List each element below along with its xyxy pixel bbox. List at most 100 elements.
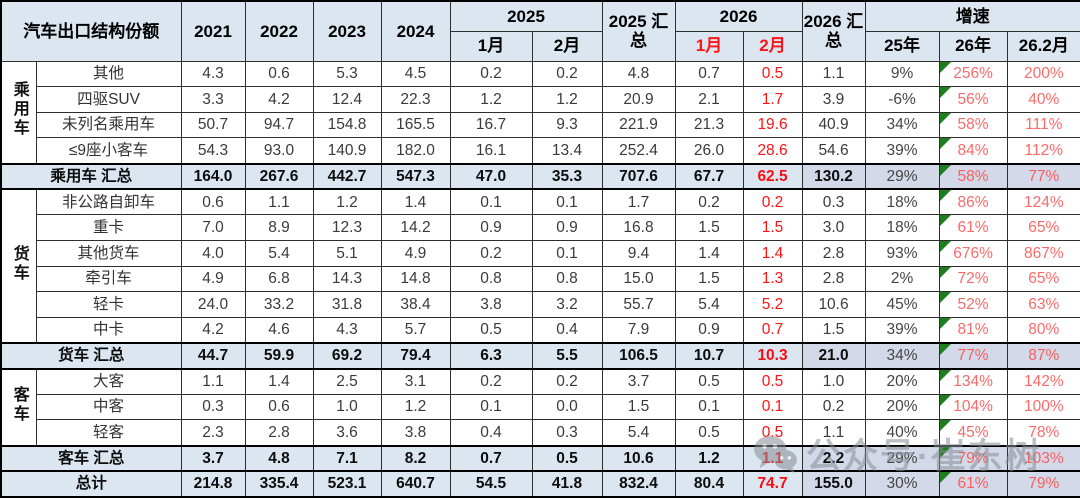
value-cell: 40.9 (801, 111, 866, 139)
value-cell: 20% (864, 368, 940, 395)
value-cell: 8.2 (380, 444, 451, 473)
green-corner-icon (940, 190, 951, 202)
summary-row: 客车 汇总 3.7 4.8 7.1 8.2 0.7 0.5 10.6 1.2 1.1 2.2 29% 7… (0, 444, 1080, 473)
value-cell: 81% (938, 316, 1008, 344)
value-cell: 3.3 (180, 86, 246, 113)
value-cell: 142% (1006, 368, 1080, 395)
value-cell: 7.1 (312, 444, 382, 473)
value-cell: 0.1 (742, 393, 803, 421)
green-corner-icon (940, 165, 951, 176)
value-cell: 0.3 (801, 188, 866, 216)
value-cell: 1.5 (742, 214, 803, 241)
value-cell: 2.1 (674, 86, 744, 113)
green-corner-icon (940, 420, 951, 432)
table-row: 轻客 2.3 2.8 3.6 3.8 0.4 0.3 5.4 0.5 0.5 1.1 40% 45% 78… (1, 419, 1080, 447)
value-cell: 5.4 (601, 419, 676, 447)
value-cell: 4.3 (312, 316, 382, 344)
green-corner-icon (940, 473, 951, 484)
col-header-2025-feb: 2月 (531, 30, 603, 62)
value-cell: 5.7 (380, 316, 451, 344)
value-cell: 5.3 (312, 60, 382, 88)
value-cell: 44.7 (180, 342, 246, 370)
value-cell: 442.7 (312, 162, 382, 191)
value-cell: 7.0 (180, 214, 246, 241)
value-cell: 4.6 (244, 316, 314, 344)
value-cell: 80% (1006, 316, 1080, 344)
value-cell: 1.5 (601, 393, 676, 421)
value-cell: 112% (1006, 137, 1080, 165)
category-cell: 未列名乘用车 (35, 111, 182, 139)
value-cell: 867% (1006, 239, 1080, 267)
value-cell: 0.2 (531, 368, 603, 395)
value-cell: 10.7 (674, 342, 744, 370)
value-cell: 9.4 (601, 239, 676, 267)
value-cell: 0.2 (674, 188, 744, 216)
value-cell: 3.8 (449, 291, 533, 318)
value-cell: 14.2 (380, 214, 451, 241)
value-cell: 1.7 (601, 188, 676, 216)
value-cell: 4.0 (180, 239, 246, 267)
value-cell: 58% (938, 162, 1008, 191)
grand-total-label: 总计 (0, 470, 182, 498)
value-cell: 0.2 (449, 239, 533, 267)
value-cell: 26.0 (674, 137, 744, 165)
green-corner-icon (940, 215, 951, 227)
table-row: 客车 大客 1.1 1.4 2.5 3.1 0.2 0.2 3.7 0.5 0.5 1.0 20% 134… (0, 368, 1080, 447)
table-row: 轻卡 24.0 33.2 31.8 38.4 3.8 3.2 55.7 5.4 5.2 10.6 45… (1, 291, 1080, 318)
value-cell: 0.2 (801, 393, 866, 421)
value-cell: 4.2 (180, 316, 246, 344)
value-cell: 9% (864, 60, 940, 88)
table-row: ≤9座小客车 54.3 93.0 140.9 182.0 16.1 13.4 252.4 26.… (1, 137, 1080, 165)
value-cell: 1.2 (674, 444, 744, 473)
value-cell: 8.9 (244, 214, 314, 241)
value-cell: 3.6 (312, 419, 382, 447)
value-cell: 31.8 (312, 291, 382, 318)
value-cell: 45% (938, 419, 1008, 447)
value-cell: 39% (864, 137, 940, 165)
value-cell: 155.0 (801, 470, 866, 498)
value-cell: 61% (938, 214, 1008, 241)
value-cell: 94.7 (244, 111, 314, 139)
value-cell: 69.2 (312, 342, 382, 370)
group-label-text: 货车 (10, 244, 28, 283)
value-cell: 182.0 (380, 137, 451, 165)
table-header: 汽车出口结构份额 2021 2022 2023 2024 2025 2025 汇… (0, 0, 1080, 62)
value-cell: 0.5 (531, 444, 603, 473)
value-cell: 4.8 (601, 60, 676, 88)
green-corner-icon (940, 267, 951, 278)
value-cell: 1.2 (380, 393, 451, 421)
value-cell: 79.4 (380, 342, 451, 370)
value-cell: 1.3 (742, 265, 803, 293)
value-cell: 0.6 (244, 60, 314, 88)
value-cell: 1.2 (312, 188, 382, 216)
value-cell: 9.3 (531, 111, 603, 139)
value-cell: 2% (864, 265, 940, 293)
value-cell: 19.6 (742, 111, 803, 139)
col-header-growth-25: 25年 (864, 30, 940, 62)
green-corner-icon (940, 138, 951, 150)
value-cell: 0.1 (531, 239, 603, 267)
value-cell: 0.0 (531, 393, 603, 421)
value-cell: 21.3 (674, 111, 744, 139)
grand-total-row: 总计 214.8 335.4 523.1 640.7 54.5 41.8 832.4 80.4 7… (0, 470, 1080, 498)
value-cell: 40% (1006, 86, 1080, 113)
value-cell: 0.1 (449, 188, 533, 216)
value-cell: 21.0 (801, 342, 866, 370)
value-cell: 0.3 (531, 419, 603, 447)
value-cell: 15.0 (601, 265, 676, 293)
value-cell: 0.5 (674, 368, 744, 395)
value-cell: 4.3 (180, 60, 246, 88)
value-cell: 0.2 (449, 368, 533, 395)
value-cell: 4.9 (180, 265, 246, 293)
category-cell: ≤9座小客车 (35, 137, 182, 165)
category-cell: 四驱SUV (35, 86, 182, 113)
value-cell: 106.5 (601, 342, 676, 370)
value-cell: 0.1 (674, 393, 744, 421)
value-cell: 2.2 (801, 444, 866, 473)
value-cell: 0.5 (674, 419, 744, 447)
category-cell: 重卡 (35, 214, 182, 241)
col-header-2022: 2022 (244, 0, 314, 62)
value-cell: 0.5 (742, 419, 803, 447)
